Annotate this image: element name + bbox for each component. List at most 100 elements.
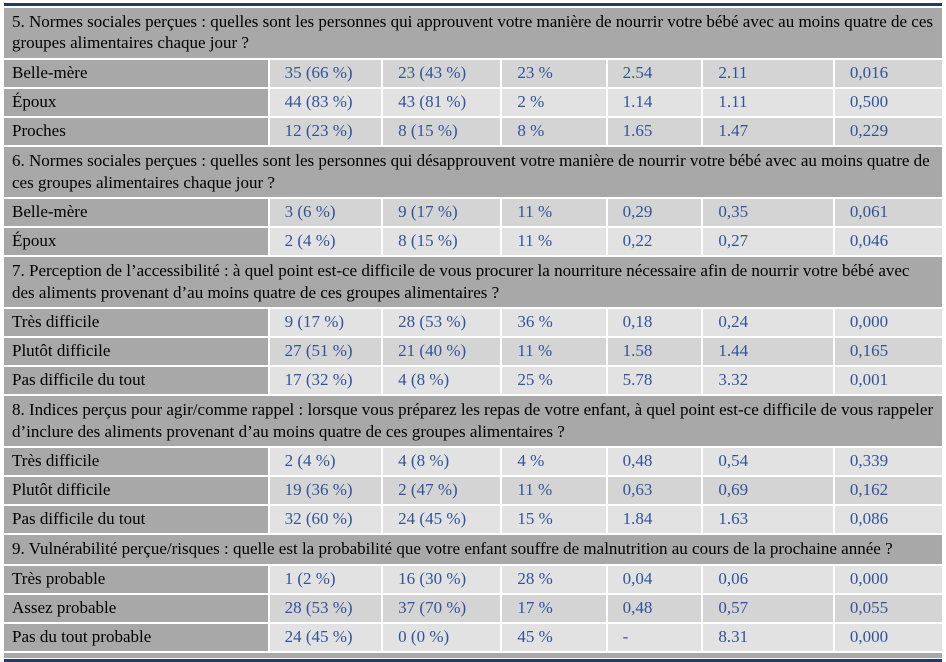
value-cell: 0,48 [607, 448, 702, 476]
value-cell: 0,061 [834, 198, 942, 226]
row-label: Plutôt difficile [4, 477, 268, 505]
value-cell: 0,000 [834, 308, 942, 336]
value-cell: 21 (40 %) [383, 338, 501, 366]
value-cell: 4 (8 %) [383, 367, 501, 395]
section-9: 9. Vulnérabilité perçue/risques : quelle… [4, 535, 942, 651]
value-cell: 0,54 [703, 448, 833, 476]
value-cell: 37 (70 %) [383, 594, 501, 622]
value-cell: 11 % [502, 338, 606, 366]
table-row: Plutôt difficile 19 (36 %) 2 (47 %) 11 %… [4, 477, 942, 505]
value-cell: 0 (0 %) [383, 623, 501, 651]
value-cell: 9 (17 %) [269, 308, 382, 336]
row-label: Époux [4, 88, 268, 116]
value-cell: 0,35 [703, 198, 833, 226]
value-cell: - [607, 623, 702, 651]
value-cell: 3 (6 %) [269, 198, 382, 226]
value-cell: 25 % [502, 367, 606, 395]
table-row: Pas difficile du tout 17 (32 %) 4 (8 %) … [4, 367, 942, 395]
table-row: Proches 12 (23 %) 8 (15 %) 8 % 1.65 1.47… [4, 118, 942, 146]
value-cell: 8 (15 %) [383, 118, 501, 146]
value-cell: 11 % [502, 477, 606, 505]
row-label: Proches [4, 118, 268, 146]
value-cell: 36 % [502, 308, 606, 336]
value-cell: 2 (47 %) [383, 477, 501, 505]
row-label: Très difficile [4, 308, 268, 336]
value-cell: 28 (53 %) [269, 594, 382, 622]
row-label: Assez probable [4, 594, 268, 622]
value-cell: 9 (17 %) [383, 198, 501, 226]
value-cell: 1.63 [703, 506, 833, 534]
value-cell: 0,000 [834, 565, 942, 593]
row-label: Époux [4, 228, 268, 256]
table-row: Époux 2 (4 %) 8 (15 %) 11 % 0,22 0,27 0,… [4, 228, 942, 256]
value-cell: 15 % [502, 506, 606, 534]
value-cell: 0,165 [834, 338, 942, 366]
value-cell: 45 % [502, 623, 606, 651]
table-row: Belle-mère 35 (66 %) 23 (43 %) 23 % 2.54… [4, 59, 942, 87]
value-cell: 1.14 [607, 88, 702, 116]
value-cell: 8 (15 %) [383, 228, 501, 256]
value-cell: 17 (32 %) [269, 367, 382, 395]
row-label: Belle-mère [4, 59, 268, 87]
row-label: Très probable [4, 565, 268, 593]
value-cell: 8.31 [703, 623, 833, 651]
value-cell: 0,000 [834, 623, 942, 651]
table-row: Pas du tout probable 24 (45 %) 0 (0 %) 4… [4, 623, 942, 651]
table-row: Époux 44 (83 %) 43 (81 %) 2 % 1.14 1.11 … [4, 88, 942, 116]
value-cell: 0,18 [607, 308, 702, 336]
value-cell: 0,001 [834, 367, 942, 395]
value-cell: 4 (8 %) [383, 448, 501, 476]
value-cell: 1.65 [607, 118, 702, 146]
value-cell: 1.11 [703, 88, 833, 116]
section-question: 7. Perception de l’accessibilité : à que… [4, 257, 942, 307]
table-row: Belle-mère 3 (6 %) 9 (17 %) 11 % 0,29 0,… [4, 198, 942, 226]
row-label: Très difficile [4, 448, 268, 476]
value-cell: 0,27 [703, 228, 833, 256]
table-row: Assez probable 28 (53 %) 37 (70 %) 17 % … [4, 594, 942, 622]
value-cell: 0,63 [607, 477, 702, 505]
value-cell: 28 (53 %) [383, 308, 501, 336]
value-cell: 0,22 [607, 228, 702, 256]
value-cell: 11 % [502, 198, 606, 226]
value-cell: 5.78 [607, 367, 702, 395]
value-cell: 0,48 [607, 594, 702, 622]
value-cell: 19 (36 %) [269, 477, 382, 505]
value-cell: 4 % [502, 448, 606, 476]
value-cell: 0,69 [703, 477, 833, 505]
value-cell: 12 (23 %) [269, 118, 382, 146]
value-cell: 43 (81 %) [383, 88, 501, 116]
row-label: Belle-mère [4, 198, 268, 226]
value-cell: 28 % [502, 565, 606, 593]
value-cell: 0,046 [834, 228, 942, 256]
value-cell: 2 (4 %) [269, 448, 382, 476]
value-cell: 0,57 [703, 594, 833, 622]
value-cell: 1.84 [607, 506, 702, 534]
table-row: Très difficile 9 (17 %) 28 (53 %) 36 % 0… [4, 308, 942, 336]
value-cell: 2.11 [703, 59, 833, 87]
section-question: 5. Normes sociales perçues : quelles son… [4, 8, 942, 58]
value-cell: 1 (2 %) [269, 565, 382, 593]
value-cell: 0,162 [834, 477, 942, 505]
value-cell: 27 (51 %) [269, 338, 382, 366]
table-row: Très difficile 2 (4 %) 4 (8 %) 4 % 0,48 … [4, 448, 942, 476]
value-cell: 1.44 [703, 338, 833, 366]
section-7: 7. Perception de l’accessibilité : à que… [4, 257, 942, 395]
value-cell: 0,06 [703, 565, 833, 593]
row-label: Plutôt difficile [4, 338, 268, 366]
section-question: 8. Indices perçus pour agir/comme rappel… [4, 396, 942, 446]
value-cell: 3.32 [703, 367, 833, 395]
value-cell: 24 (45 %) [269, 623, 382, 651]
value-cell: 0,339 [834, 448, 942, 476]
value-cell: 0,086 [834, 506, 942, 534]
table-row: Plutôt difficile 27 (51 %) 21 (40 %) 11 … [4, 338, 942, 366]
value-cell: 0,04 [607, 565, 702, 593]
section-question: 6. Normes sociales perçues : quelles son… [4, 147, 942, 197]
value-cell: 16 (30 %) [383, 565, 501, 593]
table-row: Pas difficile du tout 32 (60 %) 24 (45 %… [4, 506, 942, 534]
row-label: Pas difficile du tout [4, 506, 268, 534]
value-cell: 0,500 [834, 88, 942, 116]
value-cell: 0,016 [834, 59, 942, 87]
value-cell: 23 % [502, 59, 606, 87]
value-cell: 44 (83 %) [269, 88, 382, 116]
